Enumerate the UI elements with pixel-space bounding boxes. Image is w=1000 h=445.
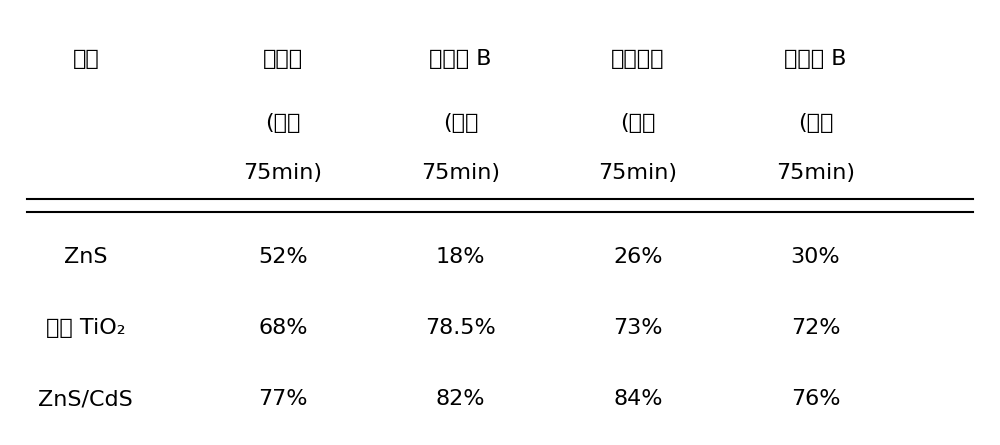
Text: 75min): 75min) bbox=[421, 163, 500, 183]
Text: 82%: 82% bbox=[436, 389, 485, 409]
Text: 75min): 75min) bbox=[244, 163, 323, 183]
Text: 73%: 73% bbox=[613, 318, 663, 338]
Text: ZnS: ZnS bbox=[64, 247, 108, 267]
Text: (辐射: (辐射 bbox=[443, 113, 478, 134]
Text: 亚甲基蓝: 亚甲基蓝 bbox=[611, 49, 665, 69]
Text: 75min): 75min) bbox=[776, 163, 855, 183]
Text: (辐射: (辐射 bbox=[798, 113, 833, 134]
Text: 75min): 75min) bbox=[599, 163, 678, 183]
Text: 甲基橙: 甲基橙 bbox=[263, 49, 303, 69]
Text: 30%: 30% bbox=[791, 247, 840, 267]
Text: 76%: 76% bbox=[791, 389, 840, 409]
Text: 52%: 52% bbox=[258, 247, 308, 267]
Text: 77%: 77% bbox=[258, 389, 308, 409]
Text: 84%: 84% bbox=[613, 389, 663, 409]
Text: (辐射: (辐射 bbox=[265, 113, 301, 134]
Text: 罗丹明 B: 罗丹明 B bbox=[429, 49, 492, 69]
Text: 78.5%: 78.5% bbox=[425, 318, 496, 338]
Text: 18%: 18% bbox=[436, 247, 485, 267]
Text: 72%: 72% bbox=[791, 318, 840, 338]
Text: ZnS/CdS: ZnS/CdS bbox=[38, 389, 133, 409]
Text: 商业 TiO₂: 商业 TiO₂ bbox=[46, 318, 126, 338]
Text: 吡咯红 B: 吡咯红 B bbox=[784, 49, 847, 69]
Text: (辐射: (辐射 bbox=[620, 113, 656, 134]
Text: 68%: 68% bbox=[258, 318, 308, 338]
Text: 样品: 样品 bbox=[72, 49, 99, 69]
Text: 26%: 26% bbox=[613, 247, 663, 267]
